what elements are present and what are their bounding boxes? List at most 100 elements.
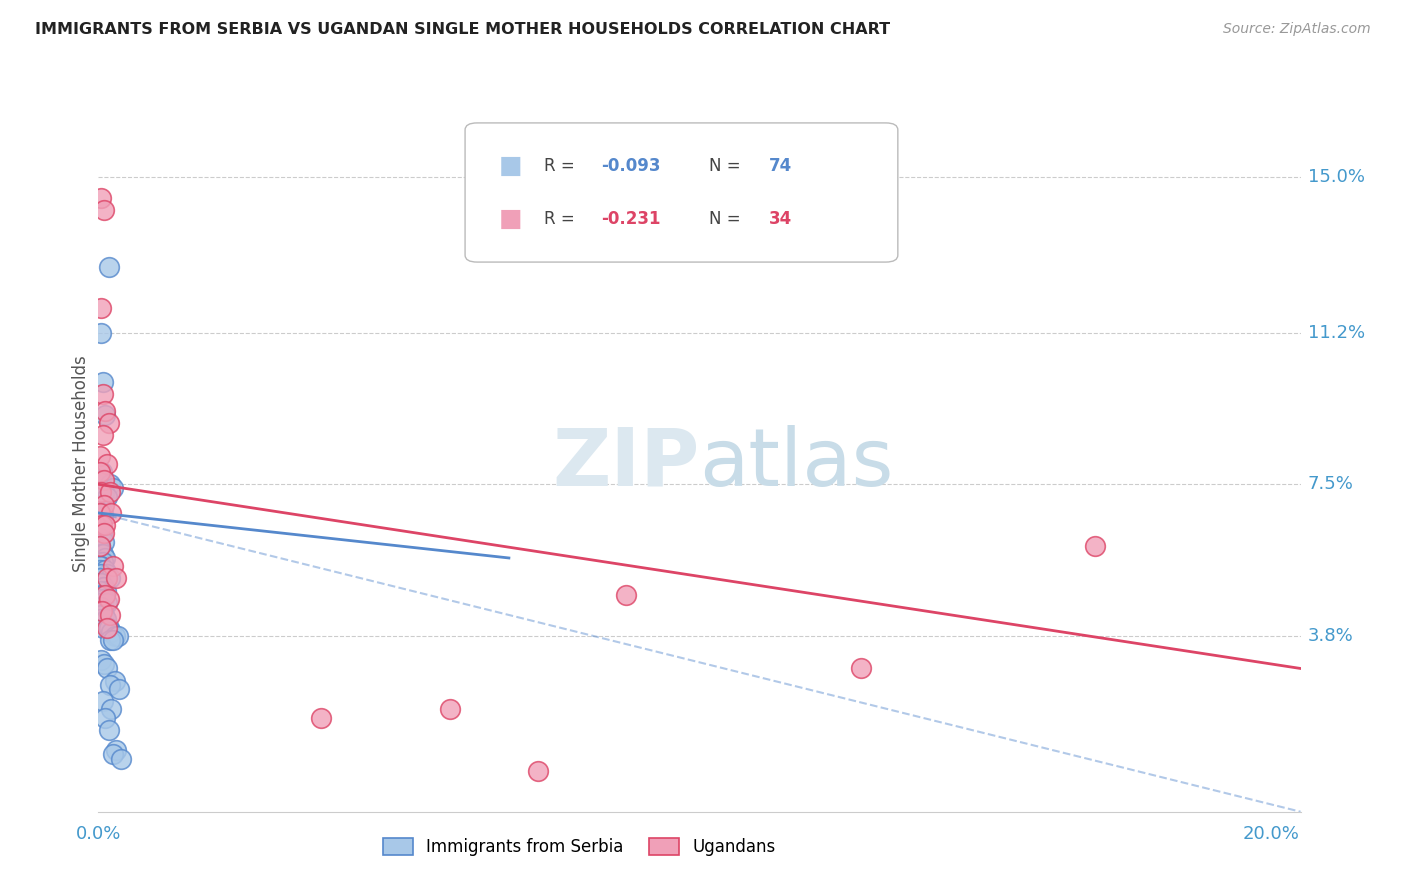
Point bbox=[98, 571, 121, 585]
Text: N =: N = bbox=[709, 210, 747, 228]
Point bbox=[96, 457, 118, 471]
Point bbox=[93, 473, 115, 487]
Point bbox=[89, 612, 111, 626]
Point bbox=[89, 555, 111, 569]
Point bbox=[104, 673, 127, 688]
Text: 3.8%: 3.8% bbox=[1308, 627, 1354, 645]
Point bbox=[91, 465, 114, 479]
Text: 15.0%: 15.0% bbox=[1308, 169, 1365, 186]
Point bbox=[100, 624, 122, 639]
Point bbox=[90, 326, 112, 340]
Point bbox=[110, 751, 132, 765]
Point bbox=[93, 608, 115, 623]
Point bbox=[527, 764, 550, 778]
Point bbox=[89, 583, 111, 598]
Text: IMMIGRANTS FROM SERBIA VS UGANDAN SINGLE MOTHER HOUSEHOLDS CORRELATION CHART: IMMIGRANTS FROM SERBIA VS UGANDAN SINGLE… bbox=[35, 22, 890, 37]
Point bbox=[101, 747, 124, 762]
Point bbox=[101, 559, 124, 574]
Point bbox=[89, 449, 111, 463]
Point bbox=[105, 571, 128, 585]
Point bbox=[89, 498, 111, 512]
Point bbox=[96, 490, 118, 504]
Point bbox=[91, 580, 114, 594]
Point bbox=[309, 710, 332, 724]
Text: R =: R = bbox=[544, 157, 581, 175]
Point bbox=[91, 428, 114, 442]
Text: -0.231: -0.231 bbox=[600, 210, 661, 228]
Point bbox=[93, 526, 115, 541]
Point bbox=[93, 485, 115, 500]
Point bbox=[93, 657, 115, 672]
Y-axis label: Single Mother Households: Single Mother Households bbox=[72, 356, 90, 572]
Point bbox=[98, 416, 121, 430]
Point bbox=[94, 518, 117, 533]
Point bbox=[90, 600, 112, 615]
Point bbox=[89, 600, 111, 615]
Text: 74: 74 bbox=[769, 157, 793, 175]
Point bbox=[91, 604, 114, 618]
Point bbox=[91, 604, 114, 618]
Point bbox=[89, 559, 111, 574]
Point bbox=[91, 555, 114, 569]
Point bbox=[89, 604, 111, 618]
Point bbox=[91, 588, 114, 602]
Point bbox=[98, 632, 121, 647]
Point bbox=[439, 702, 461, 716]
Text: 7.5%: 7.5% bbox=[1308, 475, 1354, 493]
Point bbox=[96, 621, 118, 635]
Point bbox=[93, 203, 115, 218]
Point bbox=[98, 678, 121, 692]
Point bbox=[100, 506, 122, 520]
Point bbox=[90, 653, 112, 667]
Text: 11.2%: 11.2% bbox=[1308, 324, 1365, 342]
Text: atlas: atlas bbox=[699, 425, 894, 503]
Point bbox=[90, 301, 112, 316]
Point bbox=[91, 506, 114, 520]
Point bbox=[105, 743, 128, 757]
Point bbox=[108, 681, 131, 696]
Point bbox=[90, 608, 112, 623]
Point bbox=[90, 514, 112, 528]
Point bbox=[94, 710, 117, 724]
Point bbox=[91, 694, 114, 708]
Point bbox=[90, 588, 112, 602]
Point bbox=[91, 526, 114, 541]
Point bbox=[101, 482, 124, 496]
Point bbox=[90, 559, 112, 574]
Point bbox=[94, 403, 117, 417]
Point bbox=[98, 723, 121, 737]
Point bbox=[89, 563, 111, 577]
FancyBboxPatch shape bbox=[465, 123, 898, 262]
Point bbox=[849, 661, 872, 675]
Point bbox=[89, 542, 111, 557]
Point bbox=[98, 621, 121, 635]
Point bbox=[96, 571, 118, 585]
Text: Source: ZipAtlas.com: Source: ZipAtlas.com bbox=[1223, 22, 1371, 37]
Point bbox=[89, 571, 111, 585]
Point bbox=[104, 629, 127, 643]
Point bbox=[94, 408, 117, 422]
Point bbox=[93, 498, 115, 512]
Text: R =: R = bbox=[544, 210, 581, 228]
Point bbox=[93, 580, 115, 594]
Point bbox=[94, 563, 117, 577]
Text: ■: ■ bbox=[499, 154, 523, 178]
Point bbox=[107, 629, 129, 643]
Legend: Immigrants from Serbia, Ugandans: Immigrants from Serbia, Ugandans bbox=[377, 831, 782, 863]
Point bbox=[89, 596, 111, 610]
Point bbox=[94, 583, 117, 598]
Text: 34: 34 bbox=[769, 210, 793, 228]
Point bbox=[91, 387, 114, 401]
Point bbox=[89, 518, 111, 533]
Text: -0.093: -0.093 bbox=[600, 157, 661, 175]
Point bbox=[94, 551, 117, 566]
Point bbox=[94, 612, 117, 626]
Point bbox=[93, 534, 115, 549]
Point bbox=[89, 575, 111, 590]
Point bbox=[98, 591, 121, 606]
Point bbox=[90, 191, 112, 205]
Point bbox=[91, 518, 114, 533]
Point bbox=[91, 547, 114, 561]
Point bbox=[91, 510, 114, 524]
Point bbox=[100, 702, 122, 716]
